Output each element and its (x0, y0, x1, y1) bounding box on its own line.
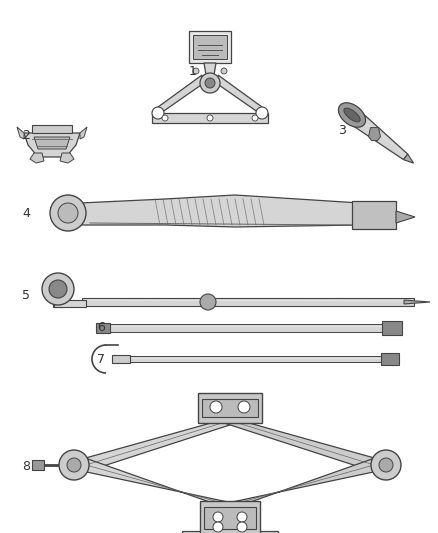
Polygon shape (204, 63, 216, 75)
Bar (182, 531, 278, 533)
Circle shape (221, 68, 227, 74)
Bar (352, 201, 396, 229)
Polygon shape (218, 421, 378, 471)
Bar (382, 321, 402, 335)
Polygon shape (17, 127, 24, 139)
Bar (189, 31, 231, 63)
Bar (82, 298, 414, 306)
Circle shape (50, 195, 86, 231)
Bar (53, 285, 63, 307)
Text: 6: 6 (97, 321, 105, 334)
Polygon shape (34, 137, 70, 149)
Bar (32, 125, 72, 133)
Polygon shape (80, 195, 402, 227)
Circle shape (207, 115, 213, 121)
Circle shape (200, 294, 216, 310)
Polygon shape (396, 211, 415, 223)
Circle shape (213, 522, 223, 532)
Circle shape (162, 115, 168, 121)
Text: 5: 5 (22, 289, 30, 302)
Circle shape (238, 401, 250, 413)
Bar (198, 393, 262, 423)
Circle shape (379, 458, 393, 472)
Text: 2: 2 (22, 130, 30, 142)
Circle shape (58, 203, 78, 223)
Circle shape (205, 78, 215, 88)
Text: 1: 1 (189, 66, 197, 78)
Circle shape (256, 107, 268, 119)
Bar (204, 507, 256, 529)
Polygon shape (24, 133, 80, 157)
Circle shape (67, 458, 81, 472)
Bar (202, 399, 258, 417)
Polygon shape (216, 75, 266, 115)
Text: 8: 8 (22, 460, 30, 473)
Text: 7: 7 (97, 353, 105, 366)
Ellipse shape (344, 108, 360, 122)
Bar (96, 323, 110, 333)
Circle shape (210, 401, 222, 413)
Text: 3: 3 (338, 124, 346, 137)
Ellipse shape (339, 103, 366, 127)
Polygon shape (403, 154, 413, 163)
Polygon shape (30, 153, 44, 163)
Circle shape (193, 68, 199, 74)
Polygon shape (80, 127, 87, 139)
Bar (193, 35, 227, 59)
Circle shape (42, 273, 74, 305)
Circle shape (237, 522, 247, 532)
Bar (200, 501, 260, 533)
Bar (152, 113, 268, 123)
Circle shape (213, 512, 223, 522)
Polygon shape (82, 421, 242, 471)
Polygon shape (154, 75, 204, 115)
Polygon shape (404, 300, 430, 304)
Bar (381, 353, 399, 365)
Polygon shape (347, 108, 408, 159)
Polygon shape (368, 127, 381, 141)
Bar (54, 300, 86, 307)
Circle shape (49, 280, 67, 298)
Polygon shape (60, 153, 74, 163)
Bar (110, 324, 384, 332)
Bar (112, 355, 130, 363)
Text: 4: 4 (22, 207, 30, 220)
Circle shape (252, 115, 258, 121)
Circle shape (152, 107, 164, 119)
Circle shape (237, 512, 247, 522)
Circle shape (59, 450, 89, 480)
Circle shape (200, 73, 220, 93)
Bar (128, 356, 383, 362)
Polygon shape (82, 459, 242, 505)
Bar (32, 460, 44, 470)
Polygon shape (218, 459, 378, 505)
Circle shape (371, 450, 401, 480)
